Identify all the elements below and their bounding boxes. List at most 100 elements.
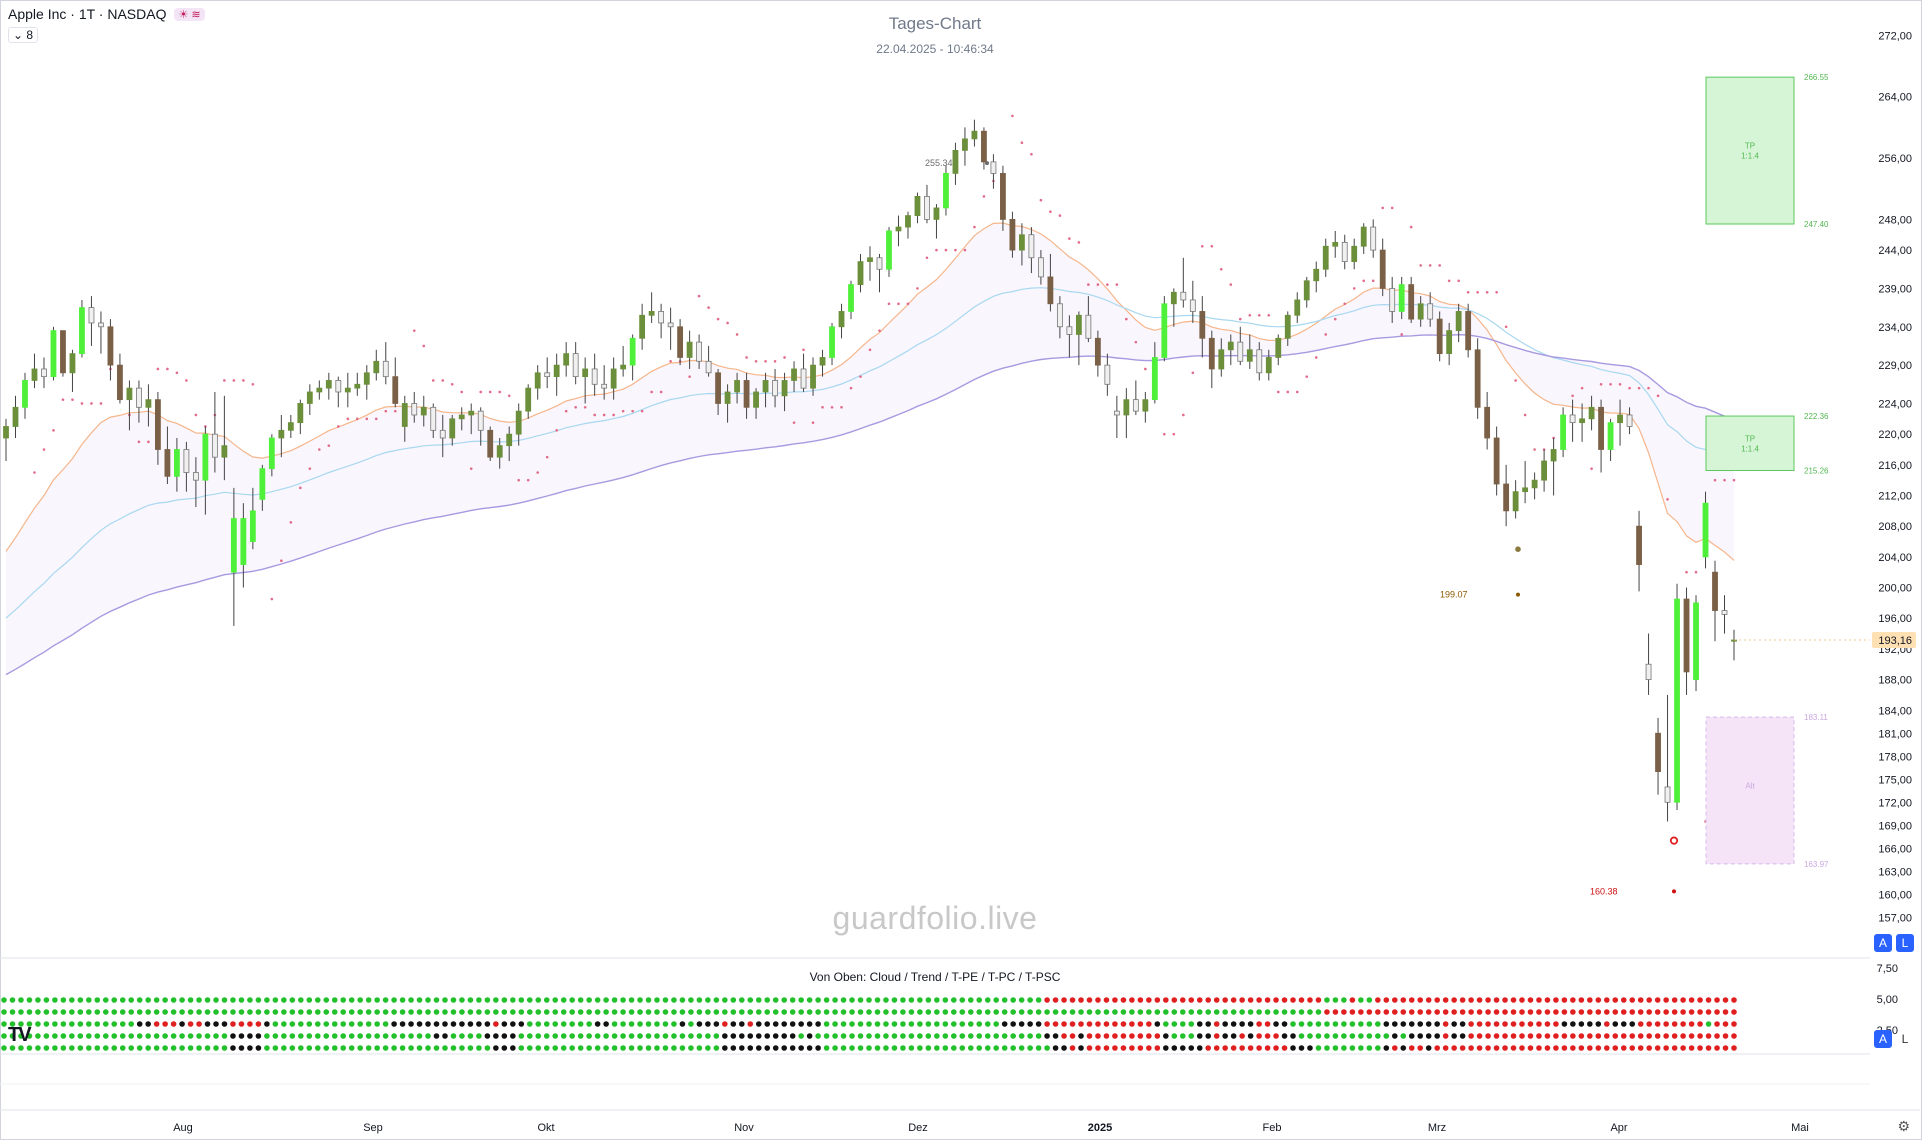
candle-body [1246,349,1253,362]
indicator-dot [1646,1045,1652,1051]
indicator-dot [1646,1033,1652,1039]
indicator-dot [560,1033,567,1039]
indicator-dot [102,1045,109,1051]
indicator-dot [1612,1021,1619,1027]
symbol-title[interactable]: Apple Inc · 1T · NASDAQ [8,6,167,22]
indicator-dot [1061,1021,1067,1027]
psar-dot [545,455,549,459]
price-tick-label: 175,00 [1878,774,1912,786]
indicator-dot [1731,1033,1737,1039]
indicator-toggle[interactable]: ⌄ 8 [8,27,39,43]
tradingview-logo[interactable]: TV [8,1024,32,1046]
indicator-dot [1714,1045,1720,1051]
indicator-dot [1179,1009,1186,1015]
indicator-dot [883,997,889,1003]
psar-dot [1030,152,1033,156]
indicator-dot [747,1021,754,1027]
indicator-dot [738,1021,745,1027]
candle-body [430,406,437,431]
candle-body [895,226,902,232]
indicator-dot [1035,1009,1042,1015]
indicator-dot [1120,1045,1127,1051]
indicator-dot [942,997,949,1003]
indicator-dot [1315,1009,1322,1015]
indicator-dot [832,1045,838,1051]
candle-body [1408,284,1415,320]
indicator-dot [1205,1045,1212,1051]
psar-dot [1219,267,1223,271]
indicator-dot [1383,1033,1390,1039]
indicator-dot [416,1009,423,1015]
indicator-dot [128,997,135,1003]
indicator-dot [416,997,423,1003]
candle-body [1341,242,1348,262]
symbol-header[interactable]: Apple Inc · 1T · NASDAQ ☀ ≋ [8,6,205,22]
candle-body [905,215,911,228]
candle-body [1617,414,1623,424]
candle-body [971,130,978,140]
indicator-dot [204,997,211,1003]
indicator-dot [1154,1021,1161,1027]
indicator-dot [730,1021,737,1027]
indicator-dot [1307,1045,1313,1051]
log-scale-button[interactable]: L [1896,934,1914,952]
indicator-dot [145,1033,151,1039]
psar-dot [735,333,739,336]
indicator-dot [1010,1033,1016,1039]
candle-body [60,330,66,374]
indicator-dot [1315,1045,1322,1051]
indicator-dot [450,1033,457,1039]
indicator-dot [1570,1045,1576,1051]
psar-dot [897,302,900,306]
indicator-auto-scale-button[interactable]: A [1874,1030,1892,1048]
indicator-dot [238,1021,245,1027]
indicator-log-scale-button[interactable]: L [1901,1032,1909,1046]
indicator-dot [170,1009,177,1015]
psar-dot [849,386,853,390]
indicator-dot [993,1033,1000,1039]
indicator-dot [484,1021,491,1027]
indicator-dot [772,1009,779,1015]
indicator-dot [77,1021,84,1027]
indicator-dot [1307,997,1313,1003]
time-tick-label: Aug [173,1122,193,1134]
indicator-dot [1468,1009,1474,1015]
indicator-dot [917,1045,923,1051]
indicator-dot [1544,1033,1551,1039]
candle-body [810,364,816,389]
auto-scale-button[interactable]: A [1874,934,1892,952]
indicator-dot [577,1045,584,1051]
indicator-dot [1375,997,1381,1003]
indicator-dot [535,1045,542,1051]
indicator-dot [1010,1021,1016,1027]
psar-dot [802,348,805,352]
psar-dot [526,478,530,482]
indicator-dot [119,1045,126,1051]
indicator-dot [1637,1033,1644,1039]
indicator-dot [77,1033,84,1039]
indicator-dot [1256,997,1262,1003]
indicator-dot [1137,997,1144,1003]
gear-icon[interactable]: ⚙ [1897,1118,1910,1134]
indicator-dot [552,1009,559,1015]
indicator-dot [136,1033,143,1039]
indicator-dot [1349,997,1356,1003]
indicator-dot [1129,1045,1135,1051]
indicator-dot [1519,1045,1525,1051]
indicator-dot [934,1009,940,1015]
psar-dot [1732,478,1736,482]
indicator-dot [357,1021,363,1027]
indicator-dot [1112,1009,1118,1015]
price-tick-label: 166,00 [1878,843,1912,855]
indicator-dot [1154,1045,1161,1051]
indicator-dot [1086,1009,1093,1015]
ma-mid-line [5,287,1735,619]
indicator-dot [111,1009,118,1015]
time-tick-label: Sep [363,1122,383,1134]
indicator-dot [1307,1033,1313,1039]
indicator-dot [1400,1009,1407,1015]
indicator-dot [60,1021,67,1027]
indicator-dot [1680,1033,1686,1039]
indicator-dot [179,1021,185,1027]
